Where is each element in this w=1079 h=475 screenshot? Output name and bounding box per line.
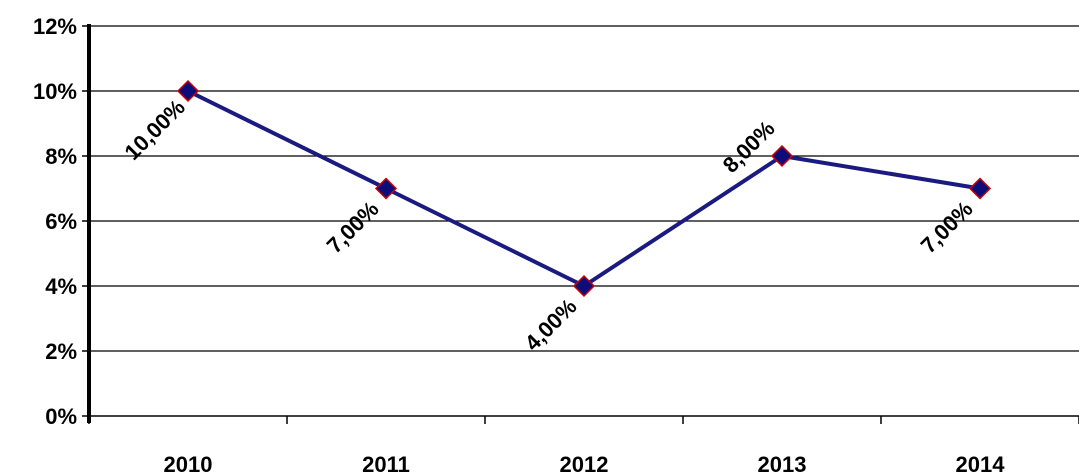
- y-tick-label: 6%: [45, 209, 77, 234]
- y-tick-label: 2%: [45, 339, 77, 364]
- x-tick-label: 2014: [956, 452, 1006, 475]
- x-tick-label: 2010: [164, 452, 213, 475]
- data-point-marker: [968, 177, 992, 200]
- data-point-marker: [572, 274, 596, 298]
- series-line: [187, 89, 981, 288]
- y-axis-tick-labels: 0% 2% 4% 6% 8% 10% 12%: [33, 14, 77, 429]
- data-label: 10,00%: [119, 94, 189, 164]
- x-tick-label: 2011: [362, 452, 410, 475]
- data-labels: 10,00% 7,00% 4,00% 8,00% 7,00%: [119, 94, 977, 355]
- data-label: 7,00%: [322, 196, 384, 258]
- y-tick-label: 12%: [33, 14, 77, 39]
- y-tick-label: 0%: [45, 404, 77, 429]
- x-tick-label: 2013: [758, 452, 807, 475]
- x-axis-tick-labels: 2010 2011 2012 2013 2014: [164, 452, 1006, 475]
- axes: [82, 24, 1079, 424]
- data-label: 7,00%: [916, 196, 978, 258]
- y-tick-label: 10%: [33, 79, 77, 104]
- gridlines: [89, 25, 1079, 352]
- y-tick-label: 4%: [45, 274, 77, 299]
- x-tick-label: 2012: [560, 452, 609, 475]
- data-point-marker: [374, 177, 398, 200]
- data-label: 4,00%: [520, 294, 582, 356]
- data-series: [176, 79, 992, 298]
- data-point-marker: [770, 144, 794, 168]
- data-label: 8,00%: [718, 116, 780, 178]
- y-tick-label: 8%: [45, 144, 77, 169]
- data-point-marker: [176, 79, 200, 103]
